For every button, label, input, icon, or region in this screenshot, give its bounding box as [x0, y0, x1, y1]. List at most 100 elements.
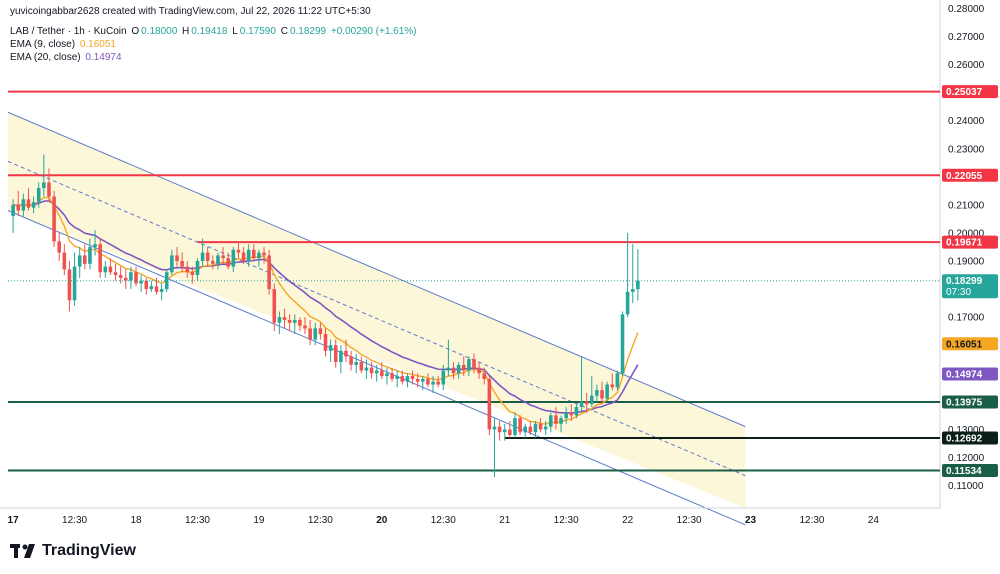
candle-body — [564, 412, 568, 419]
candle-body — [144, 280, 149, 290]
candle-body — [292, 319, 297, 323]
low-value: 0.17590 — [239, 26, 276, 37]
candle-body — [57, 241, 62, 253]
candle-body — [277, 317, 282, 323]
candle-body — [359, 362, 364, 371]
candle-body — [298, 319, 302, 326]
tradingview-logo[interactable]: TradingView — [10, 542, 136, 560]
candle-body — [42, 182, 46, 189]
ema20-value: 0.14974 — [85, 52, 122, 63]
candle-body — [533, 423, 538, 433]
candle-body — [77, 255, 82, 267]
candle-body — [390, 373, 394, 379]
high-value: 0.19418 — [191, 26, 228, 37]
candle-body — [267, 255, 271, 290]
y-tick-label: 0.11000 — [948, 481, 984, 492]
y-tick-label: 0.21000 — [948, 200, 985, 211]
candle-body — [502, 429, 507, 433]
candle-body — [103, 266, 108, 273]
candle-body — [257, 252, 261, 259]
candle-body — [461, 364, 466, 371]
candle-body — [579, 401, 584, 407]
candle-body — [211, 261, 215, 264]
candle-body — [93, 244, 97, 247]
candle-body — [472, 359, 476, 368]
candle-body — [226, 258, 230, 267]
x-tick-label: 12:30 — [185, 515, 210, 526]
candle-body — [67, 269, 72, 301]
candle-body — [180, 261, 184, 267]
candle-body — [400, 376, 405, 382]
candle-body — [170, 255, 174, 273]
candle-body — [246, 249, 251, 262]
candle-body — [410, 376, 415, 379]
candle-body — [600, 390, 604, 399]
level-price-label: 0.11534 — [946, 466, 982, 477]
candle-body — [241, 252, 246, 262]
candle-body — [31, 202, 36, 208]
ema9-line — [12, 196, 639, 425]
x-tick-label: 19 — [253, 515, 265, 526]
y-tick-label: 0.19000 — [948, 257, 985, 268]
level-price-label: 0.25037 — [946, 87, 983, 98]
candle-body — [605, 384, 609, 399]
candle-body — [205, 252, 210, 262]
candle-body — [72, 266, 77, 301]
ema20-price-label: 0.14974 — [946, 370, 983, 381]
ema9-price-label: 0.16051 — [946, 339, 983, 350]
candle-body — [262, 252, 266, 256]
candle-body — [282, 317, 287, 320]
ema20-price-label-bg — [942, 367, 998, 381]
candle-body — [395, 376, 399, 379]
candle-body — [62, 252, 67, 270]
ema20-label: EMA (20, close) — [10, 52, 81, 63]
x-tick-label: 12:30 — [677, 515, 702, 526]
symbol-legend: LAB / Tether · 1h · KuCoin O 0.18000 H 0.1… — [10, 26, 419, 38]
candle-body — [134, 272, 138, 284]
low-label: L — [232, 26, 238, 37]
candle-body — [52, 196, 56, 242]
candle-body — [523, 426, 528, 433]
candle-body — [216, 255, 220, 264]
tradingview-brand-name: TradingView — [42, 542, 136, 559]
x-tick-label: 17 — [8, 515, 20, 526]
y-tick-label: 0.20000 — [948, 228, 985, 239]
candle-body — [497, 426, 502, 433]
open-value: 0.18000 — [141, 26, 178, 37]
candle-body — [615, 373, 620, 388]
candle-body — [16, 204, 21, 211]
symbol-title: LAB / Tether · 1h · KuCoin — [10, 26, 127, 37]
y-tick-label: 0.26000 — [948, 60, 985, 71]
close-label: C — [280, 26, 288, 37]
candle-body — [426, 378, 430, 385]
y-tick-label: 0.23000 — [948, 144, 985, 155]
candle-body — [164, 272, 169, 290]
candle-body — [344, 350, 348, 357]
level-price-label: 0.12692 — [946, 434, 983, 445]
candle-body — [549, 415, 553, 427]
candle-body — [236, 249, 241, 253]
y-tick-label: 0.28000 — [948, 4, 985, 15]
candle-body — [574, 406, 579, 416]
candle-body — [451, 367, 456, 374]
candle-body — [26, 199, 31, 208]
candle-body — [415, 378, 420, 382]
level-price-label: 0.22055 — [946, 171, 983, 182]
candle-body — [492, 426, 497, 430]
candle-body — [420, 378, 425, 382]
candle-body — [569, 412, 574, 416]
candle-body — [129, 272, 133, 281]
ema9-label: EMA (9, close) — [10, 39, 76, 50]
candle-body — [98, 244, 102, 273]
change-value: +0.00290 (+1.61%) — [330, 26, 417, 37]
x-tick-label: 22 — [622, 515, 634, 526]
x-tick-label: 12:30 — [62, 515, 87, 526]
candle-body — [508, 429, 512, 436]
candle-body — [518, 418, 522, 433]
current-price-label-bg — [942, 274, 998, 299]
candle-body — [456, 364, 461, 374]
candle-body — [431, 381, 435, 385]
candle-body — [467, 359, 471, 371]
candle-body — [83, 255, 87, 264]
